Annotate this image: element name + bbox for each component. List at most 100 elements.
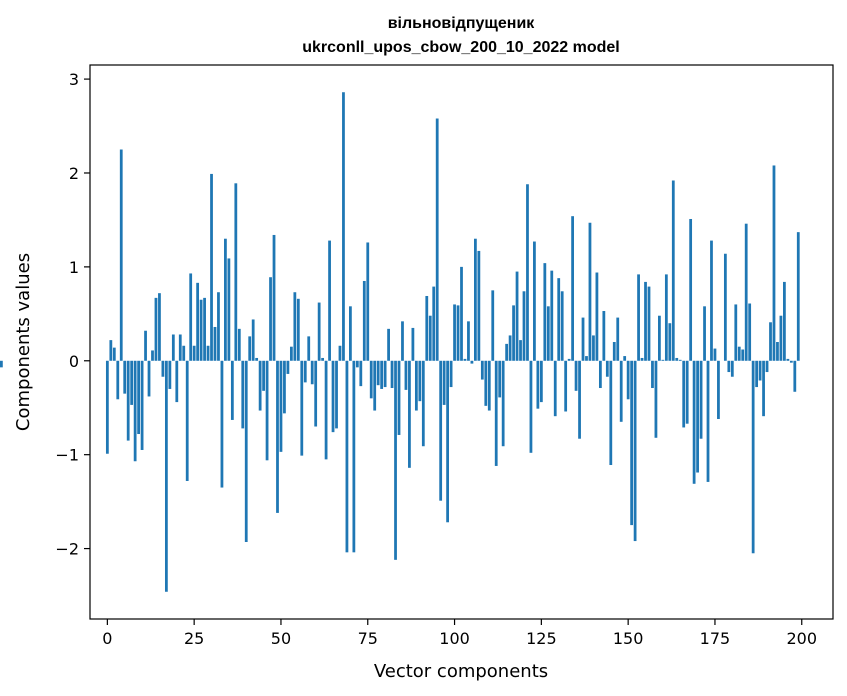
x-axis-label: Vector components	[374, 661, 548, 682]
x-tick-label: 25	[184, 629, 204, 648]
bar	[217, 292, 220, 361]
bar	[776, 342, 779, 361]
x-tick-label: 75	[358, 629, 378, 648]
bar	[605, 360, 609, 377]
bar	[335, 360, 338, 429]
y-tick-label: −1	[55, 446, 79, 465]
bar	[227, 258, 231, 361]
bar	[126, 360, 130, 441]
bar	[560, 291, 564, 361]
bar	[602, 311, 606, 361]
bar	[199, 299, 203, 361]
bar	[196, 282, 200, 361]
y-tick-label: 1	[69, 258, 79, 277]
bar	[421, 360, 425, 447]
bar	[793, 360, 797, 392]
bar	[460, 266, 463, 361]
bar	[640, 357, 644, 361]
bar	[144, 330, 147, 361]
x-tick-label: 175	[700, 629, 731, 648]
bar	[748, 303, 752, 361]
bar	[553, 360, 557, 417]
bar	[668, 323, 672, 361]
bar	[585, 356, 588, 361]
bar	[369, 360, 373, 399]
bar	[539, 360, 543, 403]
bar	[164, 360, 168, 592]
bar	[661, 359, 665, 361]
bar	[786, 358, 790, 361]
bar	[418, 360, 422, 402]
bar	[623, 356, 627, 361]
y-tick-label: −2	[55, 540, 79, 559]
y-tick-label: 0	[69, 352, 79, 371]
bar	[453, 304, 456, 361]
bar	[699, 360, 703, 439]
bar	[390, 360, 394, 389]
bar	[397, 360, 401, 435]
bar	[210, 173, 213, 361]
bar	[474, 238, 477, 361]
bar	[706, 360, 710, 482]
bar	[498, 360, 502, 398]
bar	[307, 336, 311, 361]
bar	[331, 360, 335, 433]
bar	[571, 216, 574, 361]
bar	[456, 305, 460, 361]
bar	[550, 270, 554, 361]
bar	[119, 149, 123, 361]
bar	[387, 328, 390, 361]
bar	[467, 321, 470, 361]
bar	[352, 360, 356, 553]
x-axis: 0 25 50 75 100 125 150 175 200	[102, 619, 817, 648]
bar	[480, 360, 484, 380]
bar	[512, 305, 515, 361]
bar	[734, 304, 738, 361]
bar	[432, 286, 436, 361]
bar	[710, 240, 713, 361]
bar	[536, 360, 540, 409]
bar	[321, 357, 325, 361]
bar	[682, 360, 686, 428]
bar	[248, 336, 252, 361]
bar	[505, 343, 509, 361]
bar	[689, 218, 693, 361]
bar	[289, 346, 293, 361]
bar	[428, 315, 432, 361]
bar	[578, 360, 581, 439]
bar	[557, 278, 561, 361]
y-axis-label: Components values	[13, 253, 34, 431]
bar	[279, 360, 283, 452]
bar	[588, 222, 592, 361]
bar	[161, 360, 165, 377]
bar	[671, 180, 675, 361]
bar	[598, 360, 602, 389]
bar	[727, 360, 731, 373]
bar	[151, 350, 154, 361]
bar	[751, 360, 755, 554]
bar	[258, 360, 262, 411]
bar	[296, 298, 300, 361]
bar	[609, 360, 613, 466]
bar	[626, 360, 630, 400]
bar	[411, 327, 415, 361]
bar	[654, 360, 658, 438]
bar	[637, 274, 640, 361]
bar	[446, 360, 449, 523]
bar	[651, 360, 654, 389]
bar	[470, 360, 474, 364]
bar	[612, 342, 616, 361]
bar	[477, 250, 481, 361]
chart-subtitle: ukrconll_upos_cbow_200_10_2022 model	[302, 39, 619, 56]
bar	[414, 360, 418, 411]
bar	[633, 360, 637, 542]
bar	[404, 360, 408, 390]
bar	[449, 360, 453, 388]
x-tick-label: 100	[439, 629, 470, 648]
bar	[220, 360, 224, 488]
bar	[182, 345, 186, 361]
plot-frame	[89, 64, 834, 620]
bar	[644, 281, 647, 361]
bar	[692, 360, 696, 484]
bar	[383, 360, 387, 388]
